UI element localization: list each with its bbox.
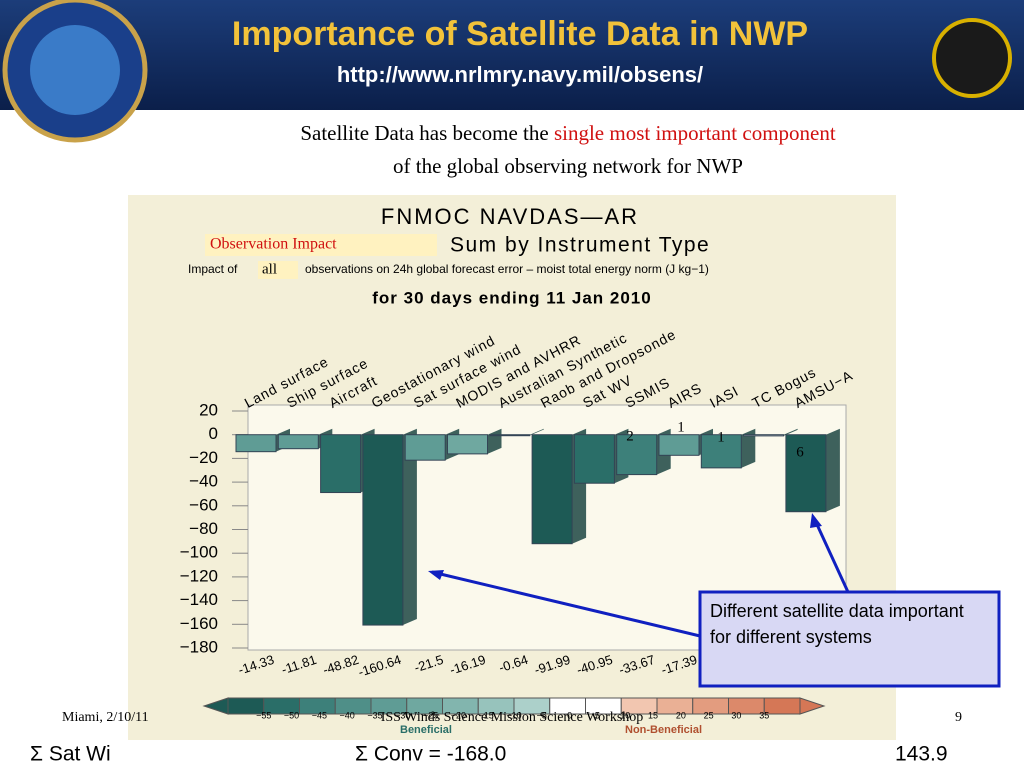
- bar-side: [402, 428, 417, 626]
- y-tick-label: 0: [209, 424, 218, 443]
- intro-line2: of the global observing network for NWP: [393, 154, 743, 178]
- colorbar-tick-label: −5: [537, 710, 547, 720]
- colorbar-tick-label: 30: [731, 710, 741, 720]
- intro-line1: Satellite Data has become the single mos…: [300, 121, 836, 145]
- colorbar-tick-label: −45: [312, 710, 327, 720]
- colorbar-label: Beneficial: [400, 724, 452, 736]
- sum-conv: Σ Conv = -168.0: [355, 743, 506, 766]
- colorbar-tick-label: 5: [595, 710, 600, 720]
- colorbar-tick-label: 10: [620, 710, 630, 720]
- colorbar-tick-label: −30: [395, 710, 410, 720]
- annotation: 2: [626, 428, 634, 444]
- y-tick-label: −120: [180, 566, 218, 585]
- bar: [785, 434, 827, 513]
- right-logo: [932, 18, 1012, 98]
- sum-right: 143.9: [895, 743, 948, 766]
- y-tick-label: −180: [180, 637, 218, 656]
- bar-side: [741, 428, 756, 468]
- annotation: 1: [677, 419, 685, 435]
- colorbar-tick-label: −50: [284, 710, 299, 720]
- bar: [700, 434, 742, 469]
- description-rest: observations on 24h global forecast erro…: [305, 262, 709, 276]
- y-tick-label: −160: [180, 614, 218, 633]
- y-tick-label: −100: [180, 543, 218, 562]
- page-number: 9: [955, 710, 962, 725]
- colorbar-tick-label: −10: [506, 710, 521, 720]
- bar: [573, 434, 615, 484]
- y-tick-label: −40: [189, 472, 218, 491]
- bar: [658, 434, 700, 456]
- bar: [743, 434, 785, 437]
- description: Impact of: [188, 262, 238, 276]
- chart-title: FNMOC NAVDAS—AR: [381, 204, 639, 229]
- bar-side: [783, 428, 798, 436]
- description-all: all: [262, 261, 277, 277]
- annotation: 1: [717, 429, 725, 445]
- colorbar-tick-label: 15: [648, 710, 658, 720]
- globe: [30, 25, 120, 115]
- bar: [404, 434, 446, 461]
- y-tick-label: −80: [189, 519, 218, 538]
- period: for 30 days ending 11 Jan 2010: [372, 288, 651, 307]
- y-tick-label: −140: [180, 590, 218, 609]
- intro-text: Satellite Data has become the: [300, 121, 554, 145]
- colorbar-tick-label: 25: [704, 710, 714, 720]
- colorbar-swatch: [763, 697, 801, 715]
- colorbar-label: Non-Beneficial: [625, 724, 702, 736]
- arrow-head: [810, 513, 822, 528]
- colorbar-tick-label: −40: [340, 710, 355, 720]
- intro-highlight: single most important component: [554, 121, 836, 145]
- bar: [447, 434, 488, 455]
- bar: [320, 434, 362, 494]
- bar-side: [529, 428, 544, 436]
- bar: [489, 434, 531, 437]
- colorbar-tick-label: −35: [367, 710, 382, 720]
- y-tick-label: −20: [189, 448, 218, 467]
- bar: [531, 434, 573, 545]
- arrow: [812, 517, 850, 593]
- bar: [235, 434, 277, 453]
- colorbar-tick-label: −15: [479, 710, 494, 720]
- url: http://www.nrlmry.navy.mil/obsens/: [337, 62, 703, 87]
- colorbar-tick-label: −55: [256, 710, 271, 720]
- colorbar-tick-label: 35: [759, 710, 769, 720]
- annotation: 6: [796, 444, 804, 460]
- y-tick-label: 20: [199, 400, 218, 419]
- colorbar-tick-label: 0: [567, 710, 572, 720]
- bar: [616, 434, 658, 476]
- bar-side: [825, 428, 840, 512]
- footer-left: Miami, 2/10/11: [62, 710, 149, 725]
- bar: [277, 434, 319, 450]
- colorbar-tick-label: 20: [676, 710, 686, 720]
- callout-box: [698, 590, 1001, 688]
- sum-sat: Σ Sat Wi: [30, 743, 111, 766]
- callout-text: Different satellite data important for di…: [710, 601, 964, 647]
- all-bg: [258, 261, 298, 279]
- arrow: [431, 570, 701, 638]
- overlay-bg: [205, 234, 437, 256]
- colorbar-tick-label: −20: [451, 710, 466, 720]
- footer-center: ISS Winds Science Mission Science Worksh…: [381, 710, 644, 725]
- bar: [362, 434, 404, 626]
- colorbar-tick-label: −25: [423, 710, 438, 720]
- header-band: [0, 0, 1024, 110]
- title: Importance of Satellite Data in NWP: [232, 15, 808, 53]
- arrow-head: [428, 570, 444, 580]
- chart-subtitle: Sum by Instrument Type: [450, 234, 710, 257]
- y-tick-label: −60: [189, 495, 218, 514]
- overlay-label: Observation Impact: [210, 236, 337, 253]
